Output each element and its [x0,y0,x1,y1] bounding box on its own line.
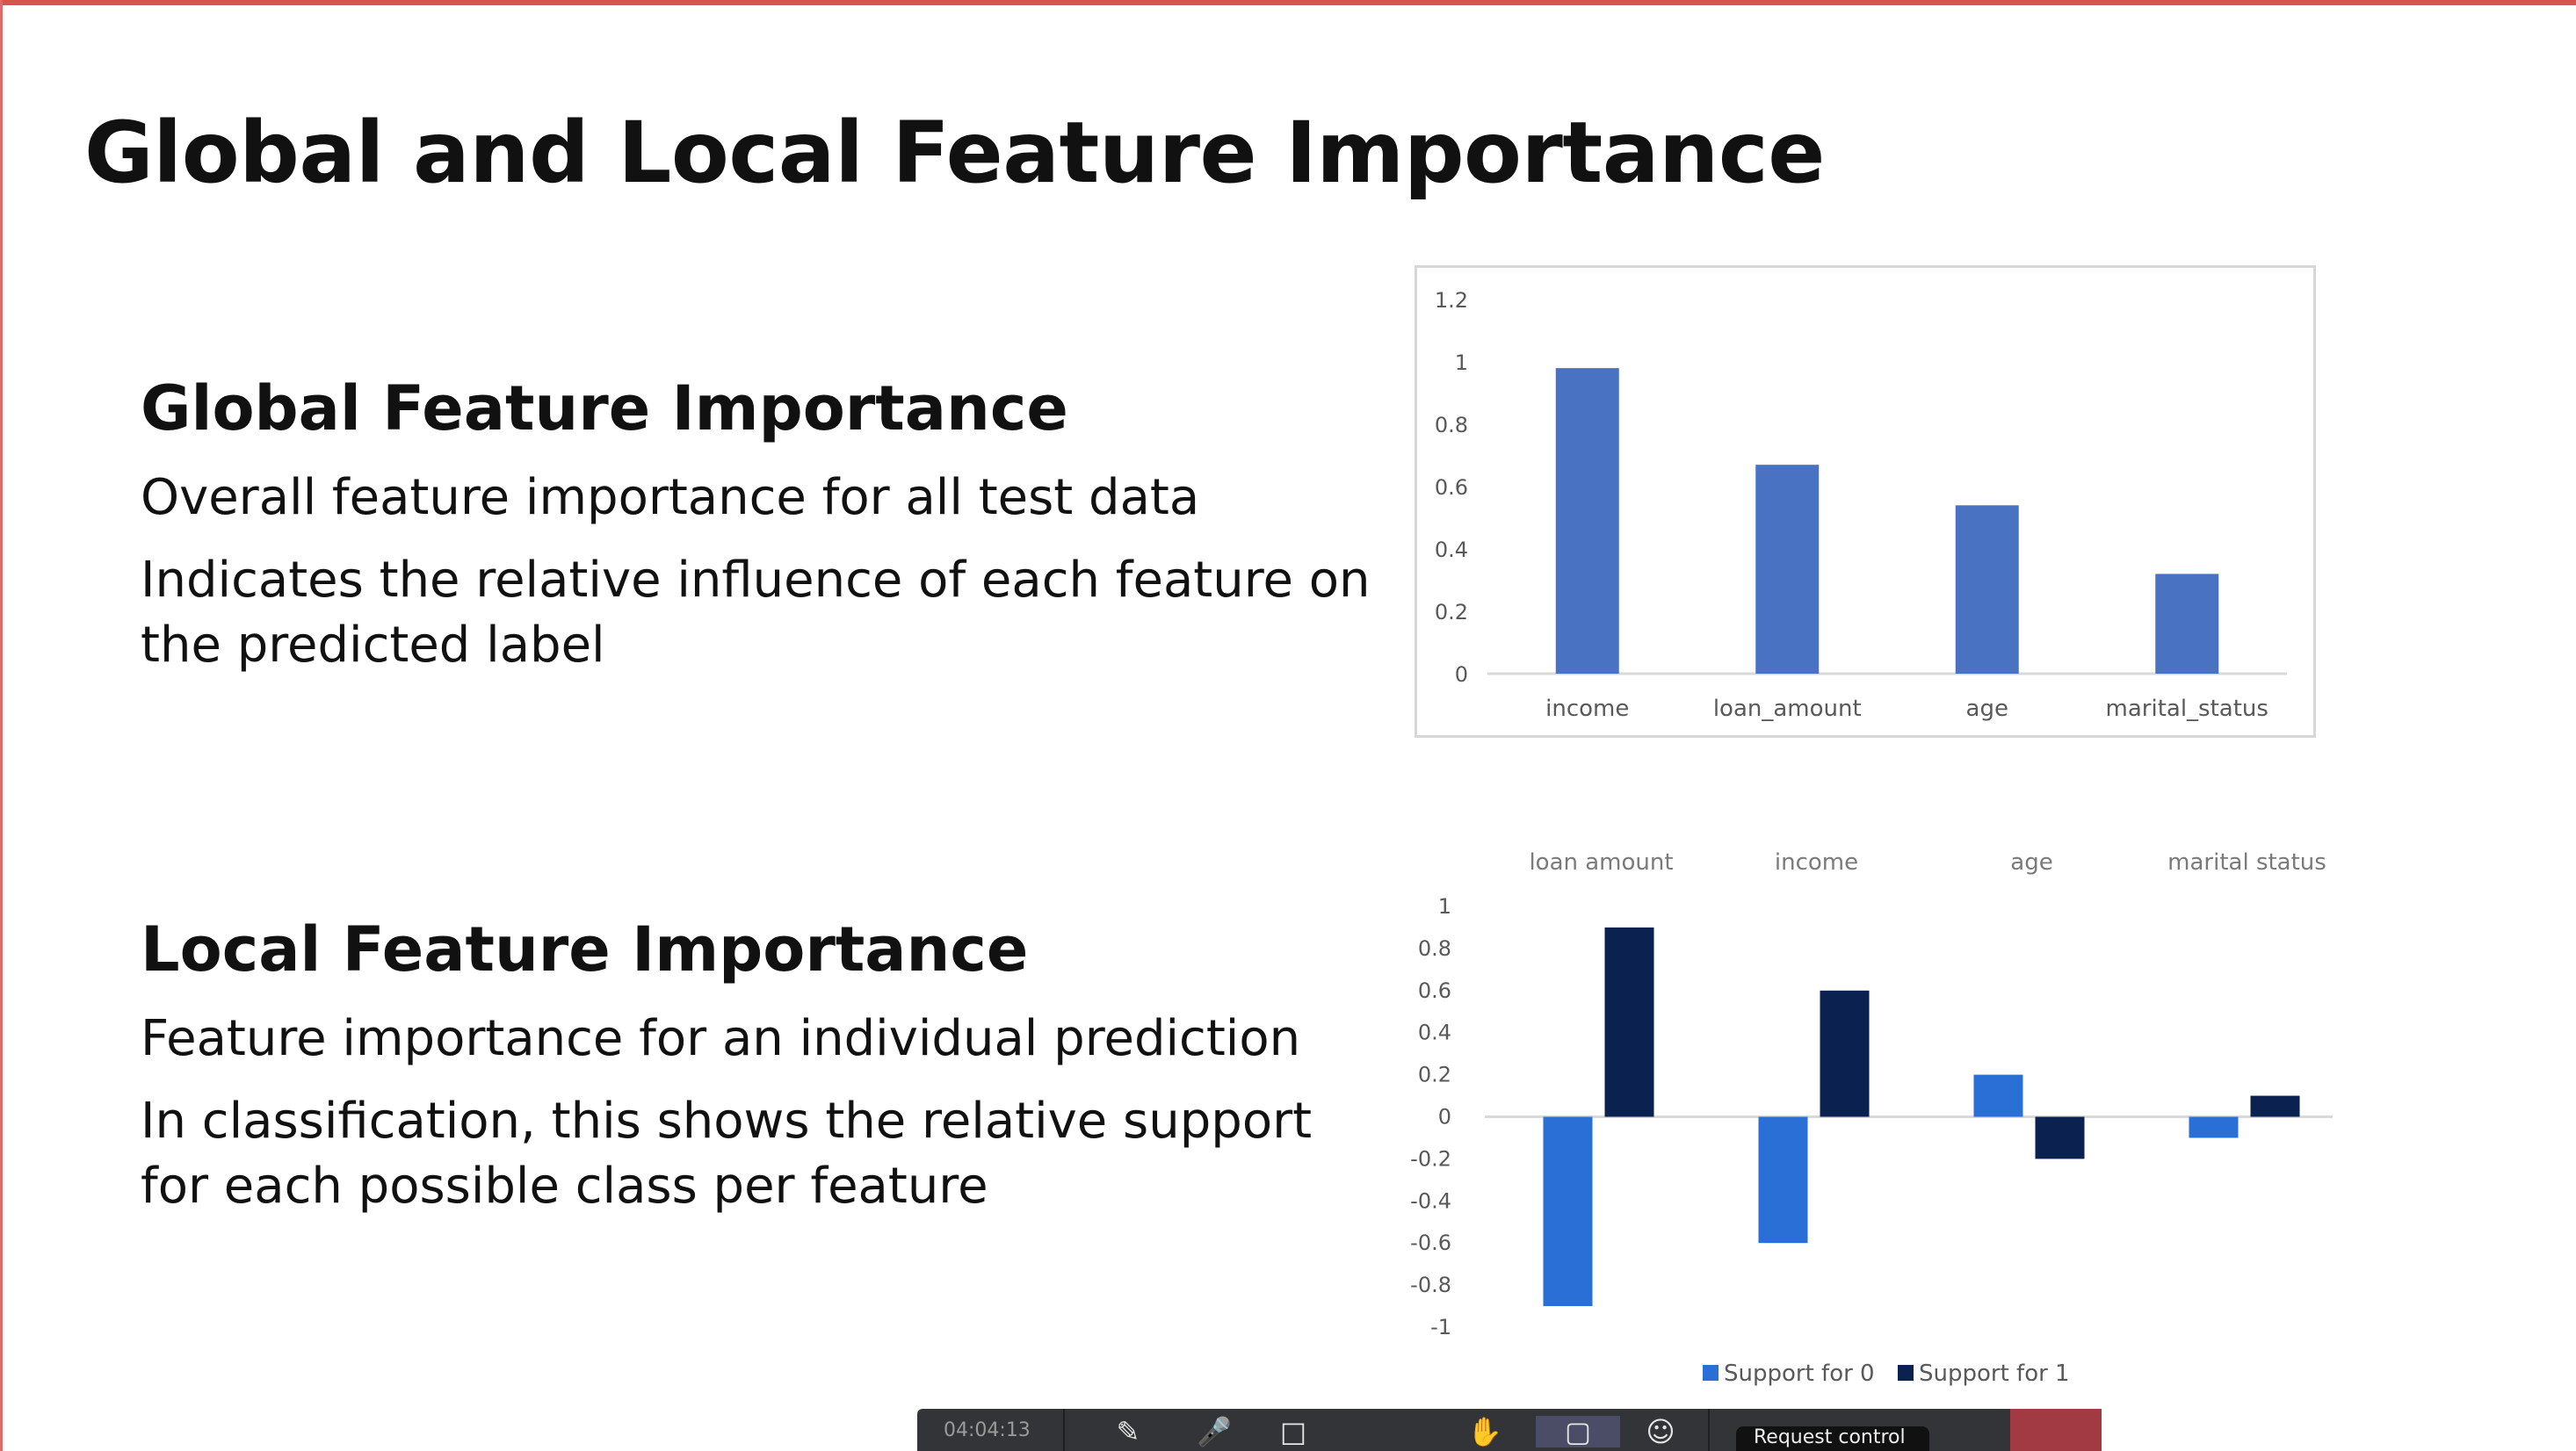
y-tick-label: 0.2 [1418,1063,1451,1087]
call-timer: 04:04:13 [944,1419,1031,1441]
request-control-button[interactable]: Request control [1736,1426,1929,1451]
global-importance-chart-frame: 1.2 1 0.8 0.6 0.4 0.2 0 income loan_amount age mar… [1415,265,2316,738]
toolbar-divider [1708,1409,1710,1451]
leave-call-button[interactable] [2010,1409,2102,1451]
local-line-2b: for each possible class per feature [141,1158,988,1215]
y-tick-label: 1.2 [1435,288,1468,313]
global-importance-chart: 1.2 1 0.8 0.6 0.4 0.2 0 income loan_amount age mar… [1435,288,2287,722]
toolbar-divider [1063,1409,1065,1451]
y-tick-label: 0.6 [1435,475,1468,500]
bar [1604,927,1654,1117]
slide-title: Global and Local Feature Importance [84,104,1825,202]
y-tick-label: 0.4 [1435,538,1468,562]
y-tick-label: -0.8 [1410,1273,1451,1297]
bar [2035,1116,2085,1159]
bar [2155,574,2219,674]
legend-swatch [1898,1365,1914,1381]
y-tick-label: 0.2 [1435,600,1468,624]
local-line-1: Feature importance for an individual pre… [141,1010,1301,1067]
bar [1755,465,1820,674]
local-line-2a: In classification, this shows the relati… [141,1093,1313,1150]
y-tick-label: 0.6 [1418,978,1451,1003]
bar [2250,1095,2300,1117]
category-label: loan amount [1529,849,1673,876]
bar [1955,505,2019,674]
x-tick-label: income [1545,696,1629,722]
x-tick-label: loan_amount [1713,696,1862,722]
x-tick-label: marital_status [2106,696,2268,722]
bar [1758,1116,1808,1244]
legend-swatch [1703,1365,1719,1381]
x-tick-label: age [1966,696,2008,722]
y-tick-label: 1 [1438,894,1451,919]
top-border [0,0,2576,5]
category-label: marital status [2167,849,2326,876]
local-importance-chart: 1 0.8 0.6 0.4 0.2 0 -0.2 -0.4 -0.6 -0.8 -1 loan amo… [1410,849,2333,1387]
global-line-2b: the predicted label [141,617,605,674]
y-tick-label: 0 [1455,662,1468,687]
left-border [0,0,3,1451]
legend-label: Support for 0 [1724,1361,1875,1387]
y-tick-label: -1 [1430,1315,1451,1339]
category-label: income [1775,849,1858,876]
y-tick-label: 0.4 [1418,1021,1451,1045]
bar [1543,1116,1593,1307]
participants-icon[interactable]: ☺ [1646,1415,1675,1448]
y-tick-label: -0.4 [1410,1188,1451,1213]
chat-icon[interactable]: ▢ [1536,1416,1620,1447]
global-heading: Global Feature Importance [141,372,1068,444]
raise-hand-icon[interactable]: ✋ [1467,1415,1502,1448]
y-tick-label: -0.6 [1410,1231,1451,1255]
y-tick-label: -0.2 [1410,1146,1451,1171]
bar [1973,1074,2023,1117]
y-tick-label: 0.8 [1418,936,1451,961]
y-tick-label: 1 [1455,350,1468,375]
category-label: age [2010,849,2052,876]
global-line-2a: Indicates the relative influence of each… [141,552,1371,609]
legend-label: Support for 1 [1919,1361,2070,1387]
bar [1820,990,1870,1117]
y-tick-label: 0.8 [1435,413,1468,437]
bar [2189,1116,2239,1138]
global-line-1: Overall feature importance for all test … [141,469,1200,526]
video-off-icon[interactable]: ✎ [1116,1415,1140,1448]
y-tick-label: 0 [1438,1105,1451,1130]
share-screen-icon[interactable]: □ [1279,1415,1307,1448]
mic-off-icon[interactable]: 🎤 [1197,1415,1232,1448]
bar [1555,368,1619,674]
local-heading: Local Feature Importance [141,913,1029,985]
meeting-toolbar: 04:04:13 ✎ 🎤 □ ✋ ▢ ☺ Request control [917,1409,2102,1451]
